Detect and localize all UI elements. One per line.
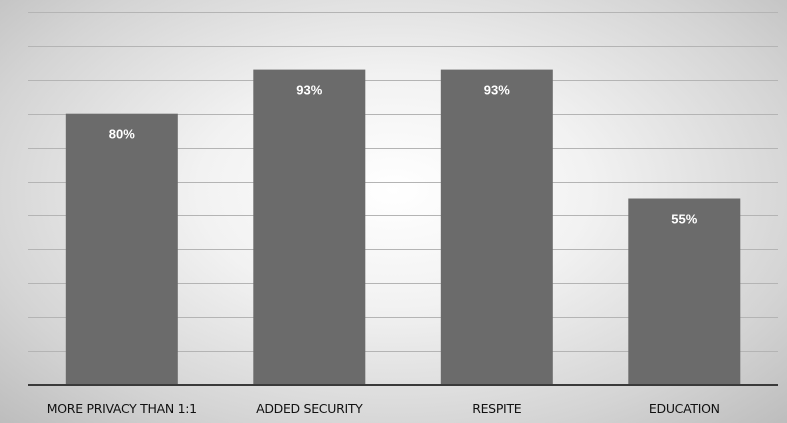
data-label: 93% — [484, 83, 510, 98]
bar-education — [628, 198, 741, 385]
category-label: MORE PRIVACY THAN 1:1 — [47, 401, 197, 416]
data-label: 55% — [671, 212, 697, 227]
category-label: EDUCATION — [649, 401, 720, 416]
category-labels: MORE PRIVACY THAN 1:1 ADDED SECURITY RESPI… — [47, 401, 720, 416]
bar-respite — [440, 69, 553, 385]
data-label: 80% — [109, 127, 135, 142]
bars — [65, 69, 741, 385]
data-label: 93% — [296, 83, 322, 98]
bar-more-privacy-than-1-1 — [65, 113, 178, 385]
bar-added-security — [253, 69, 366, 385]
data-labels: 80% 93% 93% 55% — [109, 83, 698, 227]
category-label: RESPITE — [472, 401, 522, 416]
category-label: ADDED SECURITY — [256, 401, 363, 416]
